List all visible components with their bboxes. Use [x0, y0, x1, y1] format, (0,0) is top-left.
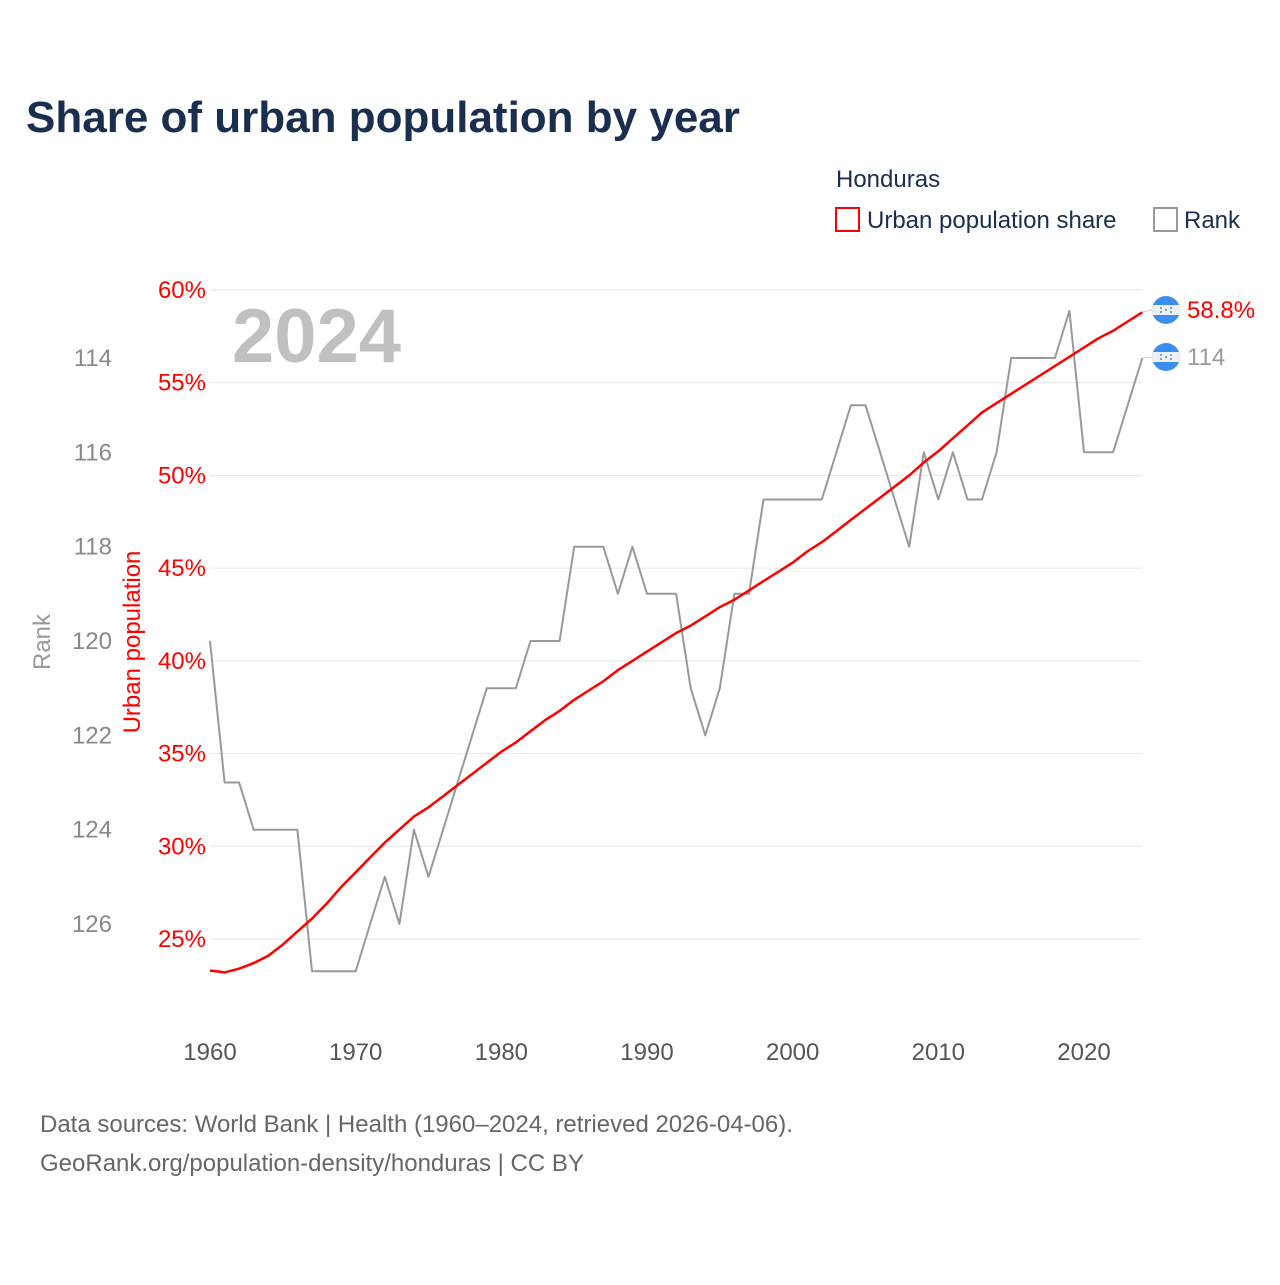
honduras-flag-icon-rank: [1152, 343, 1180, 371]
urban-end-label: 58.8%: [1187, 297, 1255, 324]
rank-end-label: 114: [1187, 344, 1225, 371]
x-tick-label: 2020: [1057, 1039, 1110, 1066]
y-left-tick-label: 60%: [158, 277, 206, 304]
source-line-1: Data sources: World Bank | Health (1960–…: [40, 1111, 793, 1138]
y-left-tick-label: 45%: [158, 555, 206, 582]
flag-star: [1170, 311, 1172, 313]
y-left-tick-label: 50%: [158, 462, 206, 489]
y-left-tick-label: 30%: [158, 833, 206, 860]
flag-star: [1160, 307, 1162, 309]
chart-title: Share of urban population by year: [26, 93, 740, 142]
x-tick-label: 2000: [766, 1039, 819, 1066]
flag-star: [1165, 356, 1167, 358]
x-tick-label: 2010: [912, 1039, 965, 1066]
year-watermark: 2024: [232, 294, 401, 379]
flag-star: [1170, 307, 1172, 309]
y-left-tick-label: 55%: [158, 370, 206, 397]
flag-star: [1160, 311, 1162, 313]
legend-label-rank[interactable]: Rank: [1184, 207, 1241, 234]
flag-star: [1170, 354, 1172, 356]
x-tick-label: 1990: [620, 1039, 673, 1066]
rank-line: [209, 309, 1144, 973]
source-line-2[interactable]: GeoRank.org/population-density/honduras …: [40, 1150, 584, 1177]
y-left-axis-label: Urban population: [119, 551, 146, 734]
flag-star: [1170, 358, 1172, 360]
y-rank-axis-label: Rank: [29, 613, 56, 670]
flag-group: [1152, 343, 1180, 371]
y-left-tick-label: 35%: [158, 741, 206, 768]
y-rank-tick-label: 126: [72, 911, 112, 938]
legend-swatch-urban[interactable]: [835, 207, 860, 232]
y-left-tick-label: 40%: [158, 648, 206, 675]
x-tick-label: 1970: [329, 1039, 382, 1066]
legend-label-urban[interactable]: Urban population share: [867, 207, 1117, 234]
x-tick-label: 1980: [475, 1039, 528, 1066]
y-rank-tick-label: 118: [74, 534, 112, 561]
y-rank-tick-label: 114: [74, 345, 112, 372]
legend-swatch-rank[interactable]: [1153, 207, 1178, 232]
flag-star: [1160, 358, 1162, 360]
urban-share-line: [209, 311, 1143, 974]
y-rank-tick-label: 124: [72, 817, 112, 844]
honduras-flag-icon: [1152, 296, 1180, 324]
x-tick-label: 1960: [183, 1039, 236, 1066]
y-rank-tick-label: 116: [74, 439, 112, 466]
y-rank-tick-label: 122: [72, 722, 112, 749]
flag-star: [1165, 309, 1167, 311]
y-left-tick-label: 25%: [158, 926, 206, 953]
flag-star: [1160, 354, 1162, 356]
flag-group: [1152, 296, 1180, 324]
legend-title: Honduras: [836, 166, 940, 193]
urban-end-connector: [1141, 309, 1153, 313]
rank-end-connector: [1141, 356, 1153, 359]
y-rank-tick-label: 120: [72, 628, 112, 655]
